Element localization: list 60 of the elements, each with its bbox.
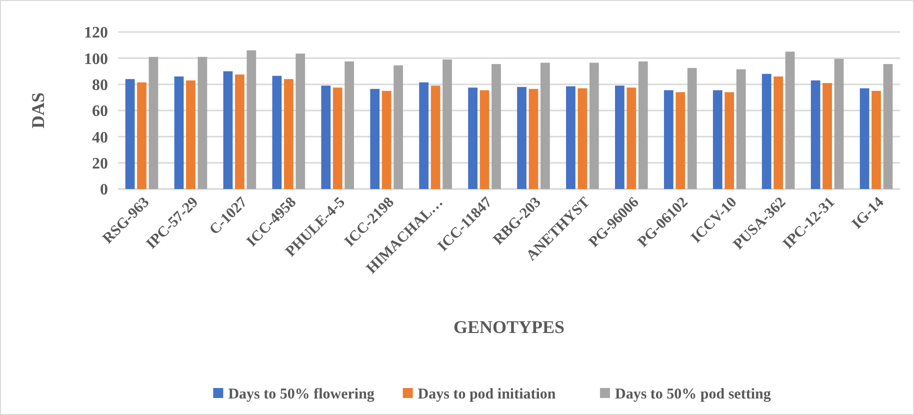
bar (223, 71, 233, 189)
bar (785, 52, 795, 189)
bar (883, 64, 893, 189)
legend-label: Days to 50% pod setting (615, 386, 772, 402)
bar (676, 92, 686, 189)
bar (186, 80, 196, 189)
bar (860, 88, 870, 189)
legend-label: Days to pod initiation (418, 386, 556, 402)
bar (736, 69, 746, 189)
bar (834, 58, 844, 189)
bar (872, 90, 881, 189)
bar (430, 86, 440, 189)
y-tick-label: 20 (92, 155, 108, 172)
bar (762, 74, 772, 189)
bar (419, 82, 429, 189)
bar (480, 90, 490, 189)
y-tick-label: 100 (84, 50, 108, 68)
y-tick-label: 0 (100, 182, 108, 199)
bar (615, 86, 624, 189)
bar (174, 76, 184, 189)
bar (234, 74, 244, 189)
bar (822, 83, 832, 189)
y-axis-title: DAS (28, 92, 48, 129)
bar (687, 68, 697, 189)
bar (394, 65, 403, 189)
y-tick-label: 80 (92, 76, 108, 94)
bar (321, 86, 331, 189)
bar (540, 62, 550, 189)
bar (626, 88, 636, 189)
bar (712, 90, 722, 189)
bar (468, 88, 478, 189)
legend-label: Days to 50% flowering (228, 386, 375, 402)
bar (578, 88, 588, 189)
bar (442, 59, 452, 189)
bar (638, 61, 648, 189)
bar (272, 76, 282, 189)
x-axis-title: GENOTYPES (453, 317, 565, 337)
y-tick-label: 40 (92, 129, 108, 146)
bar (528, 88, 538, 189)
bar (148, 56, 158, 189)
bar (137, 82, 146, 189)
y-tick-label: 60 (92, 103, 108, 120)
bar (332, 88, 342, 189)
y-tick-label: 120 (84, 24, 108, 42)
bar (517, 86, 526, 189)
bar (566, 86, 576, 189)
bar (382, 90, 392, 189)
bar (198, 56, 208, 189)
bar (296, 54, 306, 189)
bar (284, 79, 294, 189)
bar (589, 62, 599, 189)
bar (724, 92, 734, 189)
bar (344, 61, 354, 189)
bar (774, 76, 784, 189)
bar (125, 79, 135, 189)
bar (370, 88, 380, 189)
bar (664, 90, 674, 189)
bar (492, 64, 501, 189)
bar (810, 80, 820, 189)
bar (246, 50, 256, 189)
